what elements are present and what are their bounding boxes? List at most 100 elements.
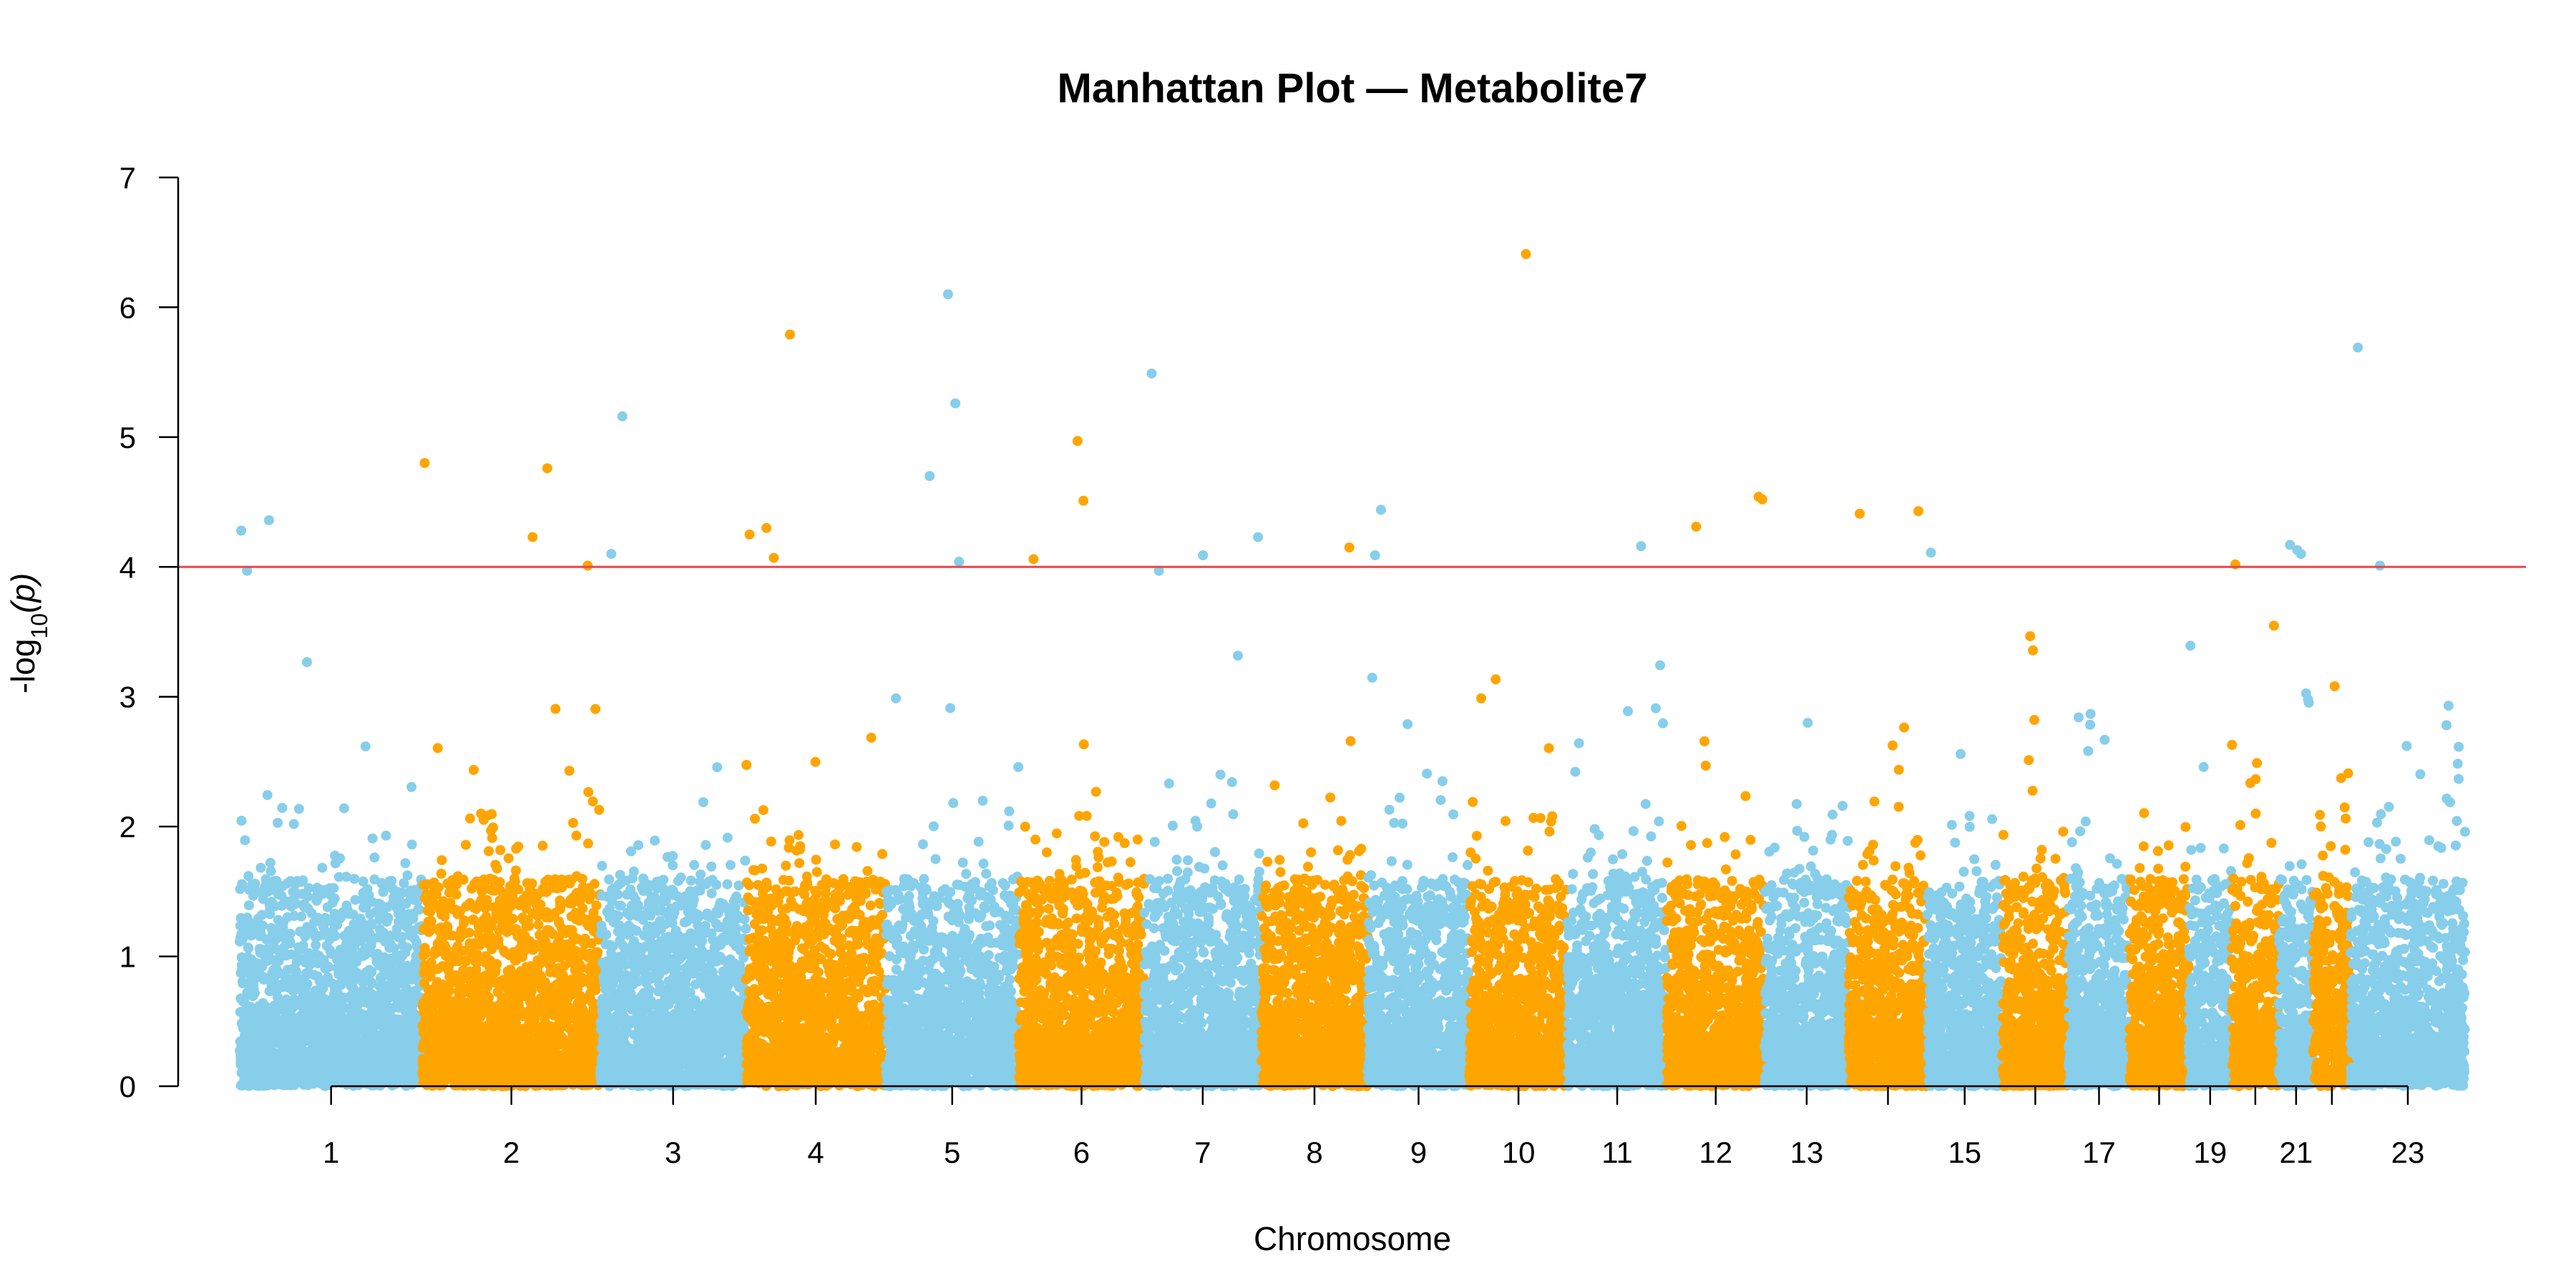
snp-point xyxy=(488,1047,498,1057)
snp-point xyxy=(617,1007,627,1017)
snp-point xyxy=(453,953,463,963)
snp-point xyxy=(568,957,578,967)
snp-point xyxy=(253,965,263,975)
snp-point xyxy=(492,1001,502,1011)
snp-point xyxy=(398,1066,408,1076)
snp-point xyxy=(459,874,469,884)
snp-point xyxy=(260,1080,270,1091)
snp-point xyxy=(248,891,258,901)
snp-point xyxy=(434,990,444,1000)
snp-point xyxy=(435,927,445,937)
snp-point xyxy=(572,947,582,957)
snp-point xyxy=(495,845,505,855)
snp-point xyxy=(565,766,575,776)
snp-point xyxy=(288,1035,298,1045)
snp-point xyxy=(496,924,506,935)
snp-point xyxy=(363,1026,373,1036)
snp-point xyxy=(267,1027,277,1037)
snp-point xyxy=(464,938,474,948)
snp-point xyxy=(350,1008,360,1018)
snp-point xyxy=(249,1028,259,1038)
snp-point xyxy=(315,975,325,985)
snp-point xyxy=(245,977,255,987)
snp-point xyxy=(356,1071,366,1081)
snp-point xyxy=(570,1043,580,1053)
snp-point xyxy=(376,899,386,909)
snp-point xyxy=(292,957,302,967)
snp-point xyxy=(547,1046,557,1056)
snp-point xyxy=(406,1075,416,1085)
snp-point xyxy=(431,980,441,990)
snp-point xyxy=(311,932,321,942)
snp-point xyxy=(244,900,254,910)
snp-point xyxy=(453,941,463,951)
snp-point xyxy=(340,1041,350,1051)
snp-point xyxy=(580,936,590,946)
snp-point xyxy=(462,902,472,912)
snp-point xyxy=(543,874,553,884)
snp-point xyxy=(590,704,600,714)
snp-point xyxy=(407,839,417,849)
snp-point xyxy=(467,992,477,1002)
snp-point xyxy=(265,1036,275,1046)
snp-point xyxy=(372,1075,382,1085)
snp-point xyxy=(330,851,340,861)
snp-point xyxy=(469,977,479,987)
snp-point xyxy=(479,879,489,889)
snp-point xyxy=(468,1039,478,1049)
snp-point xyxy=(441,900,451,910)
snp-point xyxy=(330,1031,340,1041)
snp-point xyxy=(502,991,512,1001)
snp-point xyxy=(507,1005,517,1015)
snp-point xyxy=(304,883,314,893)
snp-point xyxy=(648,1010,658,1020)
snp-point xyxy=(573,892,583,902)
snp-point xyxy=(311,985,321,995)
snp-point xyxy=(571,831,581,841)
snp-point xyxy=(245,1002,255,1012)
snp-point xyxy=(726,860,736,870)
snp-point xyxy=(494,977,504,987)
snp-point xyxy=(459,1002,469,1013)
snp-point xyxy=(547,983,557,993)
snp-point xyxy=(522,1080,532,1090)
snp-point xyxy=(363,1016,373,1026)
snp-point xyxy=(555,879,565,889)
snp-point xyxy=(366,967,376,977)
snp-point xyxy=(482,811,492,821)
snp-point xyxy=(575,912,585,922)
snp-point xyxy=(301,1000,311,1010)
snp-point xyxy=(583,787,593,797)
snp-point xyxy=(521,962,531,972)
snp-point xyxy=(509,947,519,957)
snp-point xyxy=(381,882,391,892)
snp-point xyxy=(263,887,273,897)
snp-point xyxy=(318,1061,328,1071)
snp-point xyxy=(626,847,636,857)
snp-point xyxy=(273,992,283,1002)
snp-point xyxy=(381,831,391,841)
snp-point xyxy=(410,958,420,968)
snp-point xyxy=(361,741,371,751)
snp-point xyxy=(628,1080,638,1090)
snp-point xyxy=(484,847,494,857)
snp-point xyxy=(489,1075,499,1085)
snp-point xyxy=(527,879,537,889)
snp-point xyxy=(650,836,660,846)
snp-point xyxy=(284,997,294,1007)
snp-point xyxy=(238,933,248,943)
snp-point xyxy=(505,882,515,892)
snp-point xyxy=(582,977,592,987)
snp-point xyxy=(533,1062,543,1072)
snp-point xyxy=(447,930,457,940)
snp-point xyxy=(542,1002,552,1013)
snp-point xyxy=(420,943,430,953)
snp-point xyxy=(457,974,467,984)
snp-point xyxy=(351,895,361,905)
snp-point xyxy=(482,895,492,905)
snp-point xyxy=(476,922,486,932)
snp-point xyxy=(304,948,314,958)
snp-point xyxy=(492,864,502,874)
snp-point xyxy=(588,796,598,806)
snp-point xyxy=(235,1050,245,1060)
